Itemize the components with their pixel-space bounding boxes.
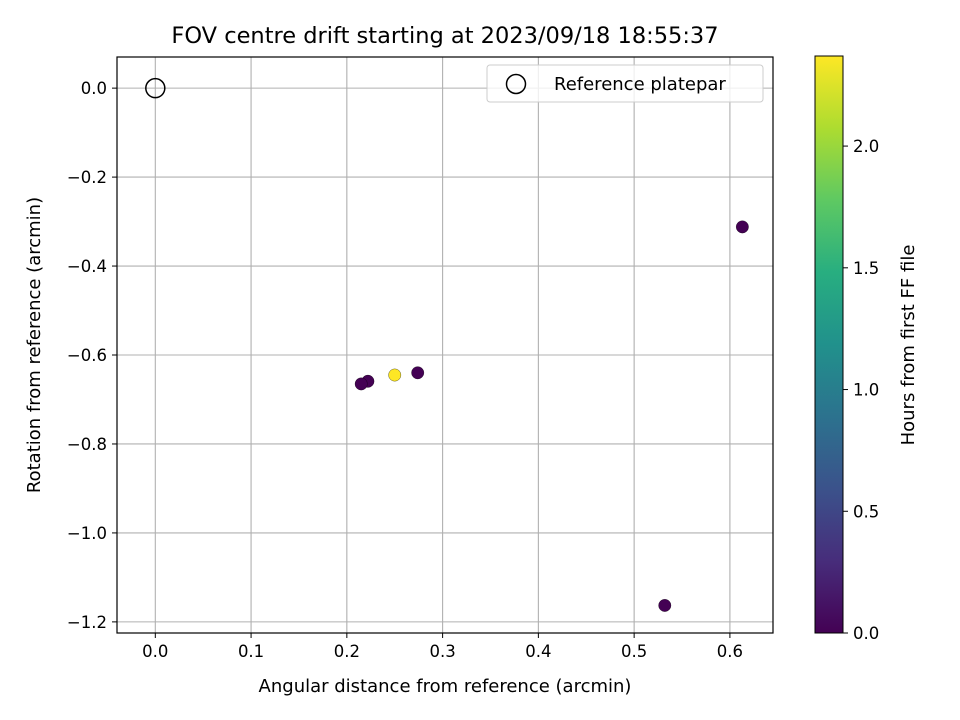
y-axis-label: Rotation from reference (arcmin) — [24, 197, 45, 493]
y-tick-label: −0.4 — [67, 257, 107, 276]
colorbar-label: Hours from first FF file — [898, 245, 919, 446]
y-tick-label: −0.2 — [67, 168, 107, 187]
plot-area-frame — [116, 56, 774, 634]
x-tick-label: 0.2 — [334, 642, 360, 661]
reference-marker — [145, 77, 166, 99]
x-tick-label: 0.4 — [525, 642, 551, 661]
y-tick-label: 0.0 — [81, 79, 107, 98]
data-point — [411, 366, 425, 380]
y-tick-label: −1.0 — [67, 524, 107, 543]
colorbar-tick-label: 1.5 — [853, 259, 879, 278]
legend-box — [486, 64, 764, 103]
y-tick-label: −1.2 — [67, 613, 107, 632]
colorbar-tick-label: 2.0 — [853, 137, 879, 156]
legend-marker-reference — [505, 73, 527, 95]
data-points — [145, 77, 749, 612]
data-point — [658, 599, 672, 612]
colorbar-tick-label: 0.0 — [853, 624, 879, 643]
x-tick-label: 0.1 — [238, 642, 264, 661]
data-point — [736, 220, 749, 234]
y-tick-label: −0.8 — [67, 435, 107, 454]
chart-title: FOV centre drift starting at 2023/09/18 … — [171, 23, 718, 49]
x-tick-label: 0.3 — [429, 642, 455, 661]
x-tick-label: 0.5 — [621, 642, 647, 661]
y-tick-label: −0.6 — [67, 346, 107, 365]
legend: Reference platepar — [486, 64, 764, 103]
x-tick-label: 0.0 — [142, 642, 168, 661]
colorbar-tick-label: 0.5 — [853, 502, 879, 521]
colorbar: 0.0 0.5 1.0 1.5 2.0 Hours from first FF file — [814, 55, 919, 643]
x-tick-label: 0.6 — [717, 642, 743, 661]
data-point — [354, 377, 368, 391]
data-point — [388, 368, 402, 382]
colorbar-ticks: 0.0 0.5 1.0 1.5 2.0 — [843, 137, 879, 643]
colorbar-gradient — [814, 55, 844, 634]
x-ticks: 0.0 0.1 0.2 0.3 0.4 0.5 0.6 — [142, 633, 743, 661]
x-axis-label: Angular distance from reference (arcmin) — [259, 676, 632, 697]
grid — [117, 57, 773, 633]
legend-entry-reference: Reference platepar — [554, 74, 726, 95]
colorbar-tick-label: 1.0 — [853, 381, 879, 400]
y-ticks: 0.0 −0.2 −0.4 −0.6 −0.8 −1.0 −1.2 — [67, 79, 117, 632]
